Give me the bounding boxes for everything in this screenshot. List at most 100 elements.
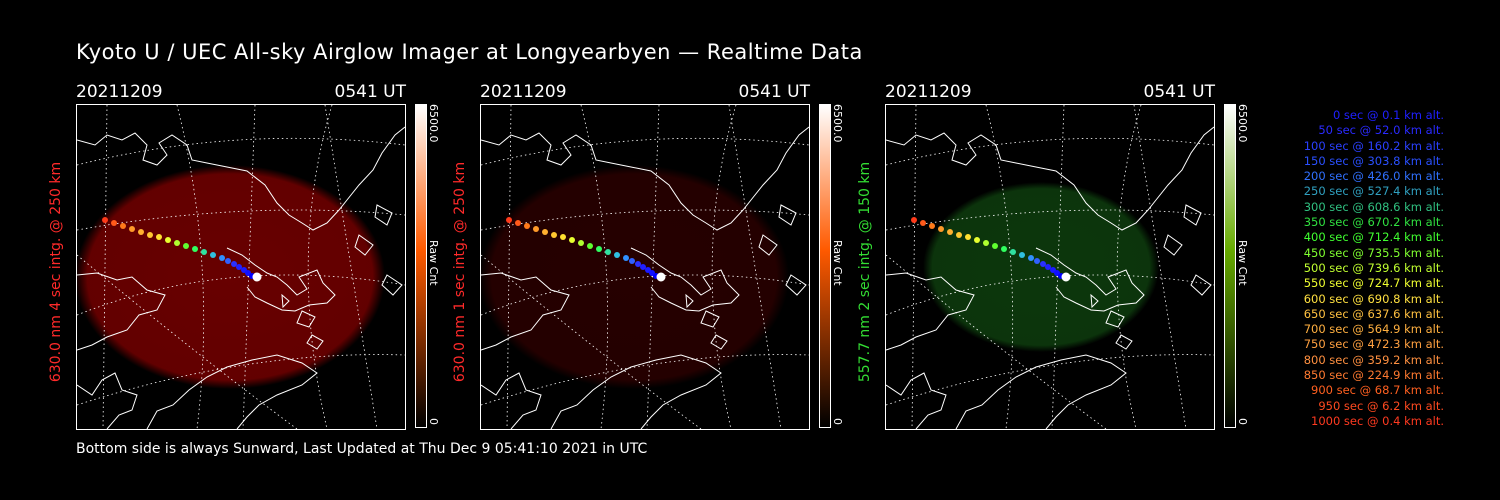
latlon-grid-line (506, 105, 512, 429)
coastline (146, 354, 318, 429)
latlon-grid-line (728, 105, 782, 429)
legend-entry: 700 sec @ 564.9 km alt. (1303, 322, 1444, 337)
latlon-grid-line (481, 254, 702, 429)
trajectory-point (623, 255, 629, 261)
trajectory-point (974, 237, 980, 243)
latlon-grid-line (324, 105, 378, 429)
legend-entry: 850 sec @ 224.9 km alt. (1303, 368, 1444, 383)
trajectory-point (231, 261, 237, 267)
legend-entry: 200 sec @ 426.0 km alt. (1303, 169, 1444, 184)
coastline (481, 126, 809, 231)
legend-entry: 450 sec @ 735.5 km alt. (1303, 245, 1444, 260)
coastline (77, 272, 166, 351)
legend-entry: 400 sec @ 712.4 km alt. (1303, 230, 1444, 245)
airglow-emission (481, 165, 789, 389)
trajectory-point (947, 229, 953, 235)
latlon-grid-line (481, 137, 809, 166)
colorbar-unit-label: Raw Cnt (427, 240, 440, 286)
trajectory-point (515, 220, 521, 226)
trajectory-point (219, 255, 225, 261)
trajectory-point (102, 217, 108, 223)
coastline (778, 204, 797, 226)
latlon-grid-line (307, 105, 333, 429)
trajectory-point (578, 240, 584, 246)
coastline (1105, 310, 1125, 328)
trajectory-point (938, 226, 944, 232)
coastline (758, 234, 778, 256)
trajectory-point (551, 232, 557, 238)
latlon-grid-line (77, 354, 405, 406)
coastline (77, 372, 138, 429)
latlon-grid-line (886, 137, 1214, 166)
trajectory-point (236, 264, 242, 270)
panel-wavelength-label: 557.7 nm 2 sec intg. @ 150 km (857, 161, 873, 383)
colorbar-min-label: 0 (427, 418, 440, 425)
coastline (374, 204, 393, 226)
trajectory-point (596, 246, 602, 252)
coastline (1163, 234, 1183, 256)
trajectory-point (506, 217, 512, 223)
trajectory-point (524, 223, 530, 229)
latlon-grid-line (1051, 105, 1065, 429)
trajectory-point (629, 258, 635, 264)
latlon-grid-line (886, 254, 1107, 429)
latlon-grid-line (481, 209, 809, 231)
legend-entry: 150 sec @ 303.8 km alt. (1303, 153, 1444, 168)
trajectory-point (192, 246, 198, 252)
legend-entry: 350 sec @ 670.2 km alt. (1303, 215, 1444, 230)
coastline (550, 354, 722, 429)
trajectory-point (920, 220, 926, 226)
trajectory-point (1061, 272, 1071, 282)
latlon-grid-line (77, 209, 405, 231)
page-title: Kyoto U / UEC All-sky Airglow Imager at … (76, 40, 863, 64)
trajectory-point (156, 234, 162, 240)
coastline (1035, 247, 1145, 312)
panel-date: 20211209 (480, 82, 567, 102)
coastline (886, 272, 975, 351)
coastline (77, 126, 405, 231)
airglow-panel-3: 20211209 0541 UT 557.7 nm 2 sec intg. @ … (857, 82, 1216, 432)
latlon-grid-line (102, 105, 108, 429)
coastline (481, 372, 542, 429)
latlon-grid-line (77, 254, 298, 429)
trajectory-point (656, 272, 666, 282)
trajectory-point (210, 252, 216, 258)
trajectory-point (111, 220, 117, 226)
coastline (710, 334, 728, 350)
trajectory-point (252, 272, 262, 282)
trajectory-point (929, 223, 935, 229)
coastline (1190, 274, 1212, 296)
trajectory-point (569, 237, 575, 243)
trajectory-point (533, 226, 539, 232)
legend-entry: 100 sec @ 160.2 km alt. (1303, 138, 1444, 153)
panel-date: 20211209 (885, 82, 972, 102)
latlon-grid-line (985, 105, 1014, 429)
coastline (1183, 204, 1202, 226)
latlon-grid-line (176, 105, 205, 429)
panel-time: 0541 UT (1143, 82, 1216, 102)
latlon-grid-line (242, 105, 256, 429)
latlon-grid-line (911, 105, 917, 429)
trajectory-point (120, 223, 126, 229)
legend-entry: 950 sec @ 6.2 km alt. (1318, 398, 1444, 413)
coastline (886, 126, 1214, 231)
latlon-grid-line (646, 105, 660, 429)
trajectory-point (174, 240, 180, 246)
allsky-image-630-1s (480, 104, 810, 430)
trajectory-point (201, 249, 207, 255)
legend-entry: 550 sec @ 724.7 km alt. (1303, 276, 1444, 291)
allsky-image-630-4s (76, 104, 406, 430)
airglow-emission (923, 182, 1159, 352)
latlon-grid-line (481, 354, 809, 406)
colorbar-max-label: 6500.0 (1236, 104, 1249, 143)
coastline (785, 274, 807, 296)
legend-entry: 300 sec @ 608.6 km alt. (1303, 199, 1444, 214)
legend-entry: 50 sec @ 52.0 km alt. (1318, 123, 1444, 138)
trajectory-point (542, 229, 548, 235)
latlon-grid-line (1133, 105, 1187, 429)
panel-wavelength-label: 630.0 nm 1 sec intg. @ 250 km (452, 161, 468, 383)
coastline (381, 274, 403, 296)
coastline (1115, 334, 1133, 350)
coastline (296, 310, 316, 328)
latlon-grid-line (886, 354, 1214, 406)
